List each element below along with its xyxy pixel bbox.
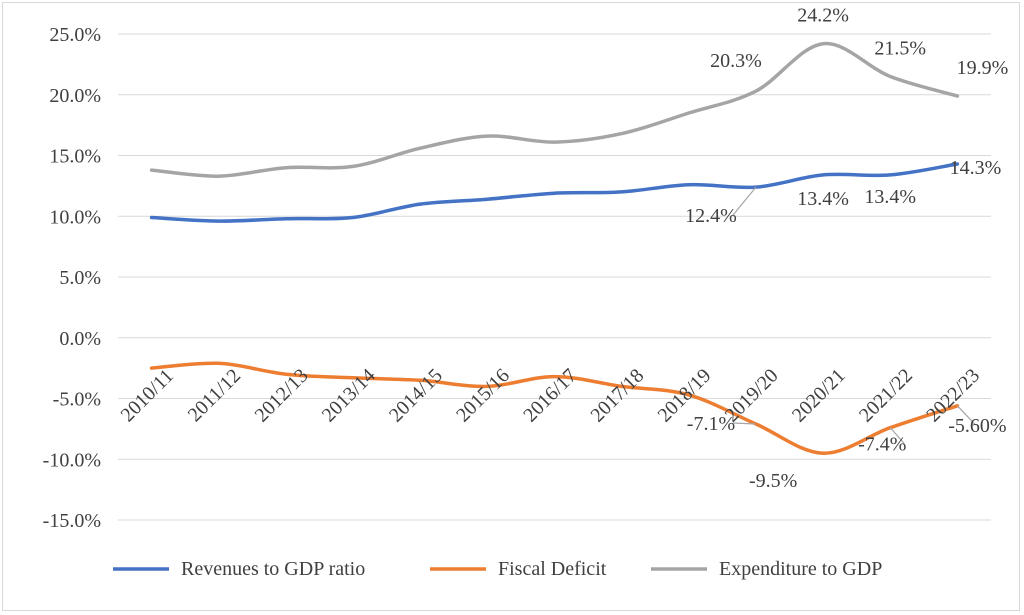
data-label: 12.4% <box>685 205 737 227</box>
x-tick-label: 2021/22 <box>855 365 917 427</box>
x-axis-tick-labels: 2010/11 2011/12 2012/13 2013/14 2014/15 2015/… <box>117 365 984 427</box>
data-label: 20.3% <box>710 50 762 72</box>
series-line-fiscal-deficit <box>149 361 960 455</box>
y-tick-label: 25.0% <box>49 24 101 46</box>
x-tick-label: 2013/14 <box>318 365 380 427</box>
x-tick-label: 2014/15 <box>385 365 447 427</box>
data-label-leader <box>956 405 976 426</box>
data-label: 13.4% <box>797 188 849 210</box>
data-label: 24.2% <box>797 5 849 27</box>
gridlines <box>118 33 991 521</box>
y-tick-label: 0.0% <box>59 328 101 350</box>
data-label: -5.60% <box>948 415 1006 437</box>
y-tick-label: 10.0% <box>49 206 101 228</box>
x-tick-label: 2011/12 <box>184 365 245 426</box>
legend-label-expenditure: Expenditure to GDP <box>719 558 882 580</box>
series-line-expenditure <box>149 41 960 178</box>
x-tick-label: 2016/17 <box>519 365 581 427</box>
line-chart: 25.0% 20.0% 15.0% 10.0% 5.0% 0.0% -5.0% -10.0% -… <box>43 5 1009 580</box>
x-tick-label: 2015/16 <box>452 365 514 427</box>
data-label-leader <box>732 422 756 425</box>
data-label: 14.3% <box>950 157 1002 179</box>
legend: Revenues to GDP ratio Fiscal Deficit Expen… <box>113 558 882 580</box>
data-label: 13.4% <box>864 186 916 208</box>
series-line-revenues <box>149 162 960 223</box>
data-label-leader <box>732 186 757 216</box>
data-labels: 12.4% 13.4% 13.4% 14.3% -7.1% -9.5% -7.4% -5.60… <box>685 5 1008 492</box>
series-lines <box>149 41 960 455</box>
y-tick-label: 5.0% <box>59 267 101 289</box>
y-tick-label: -10.0% <box>43 449 101 471</box>
data-label: -9.5% <box>749 470 797 492</box>
data-label: 19.9% <box>957 57 1009 79</box>
y-axis-tick-labels: 25.0% 20.0% 15.0% 10.0% 5.0% 0.0% -5.0% -10.0% -… <box>43 24 101 532</box>
data-label: -7.4% <box>858 434 906 456</box>
data-label: -7.1% <box>687 413 735 435</box>
data-label-leader <box>889 427 905 445</box>
y-tick-label: -5.0% <box>53 389 101 411</box>
y-tick-label: -15.0% <box>43 510 101 532</box>
y-tick-label: 15.0% <box>49 146 101 168</box>
x-tick-label: 2020/21 <box>788 365 850 427</box>
legend-label-fiscal-deficit: Fiscal Deficit <box>498 558 607 580</box>
y-tick-label: 20.0% <box>49 85 101 107</box>
x-tick-label: 2010/11 <box>117 365 178 426</box>
x-tick-label: 2017/18 <box>586 365 648 427</box>
data-label: 21.5% <box>874 38 926 60</box>
legend-label-revenues: Revenues to GDP ratio <box>181 558 365 580</box>
